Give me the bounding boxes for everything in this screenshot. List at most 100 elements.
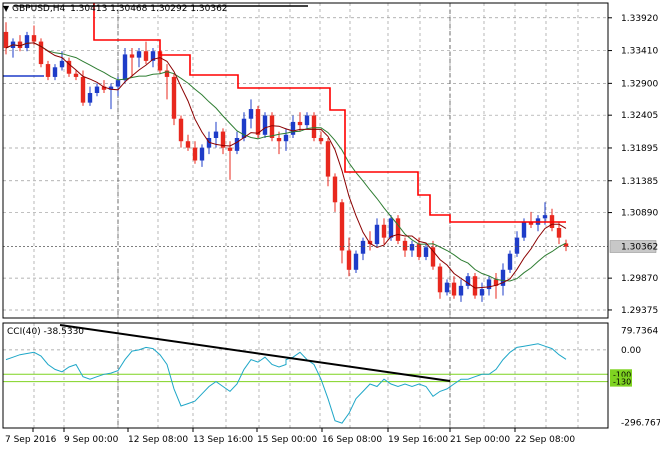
candle-body	[45, 64, 51, 77]
ohlc-values: 1.30413 1.30468 1.30292 1.30362	[70, 4, 228, 14]
candle-body	[388, 218, 394, 238]
cci-tick-label: -296.7672	[621, 418, 660, 428]
candle-body	[157, 51, 163, 71]
candle-body	[213, 131, 219, 138]
price-series	[3, 3, 608, 302]
candle-body	[94, 86, 100, 93]
candle-body	[556, 228, 562, 238]
candle-body	[395, 218, 401, 241]
candle-body	[472, 276, 478, 296]
candle-body	[444, 282, 450, 293]
candle-body	[171, 76, 177, 119]
candle-body	[87, 93, 93, 103]
price-tick-label: 1.33920	[621, 14, 658, 24]
candle-body	[339, 202, 345, 251]
time-axis-label: 15 Sep 00:00	[257, 435, 317, 445]
candle-body	[143, 51, 149, 61]
candle-body	[423, 247, 429, 257]
candle-body	[248, 109, 254, 119]
candle-body	[381, 224, 387, 238]
candle-body	[465, 276, 471, 286]
candle-body	[311, 115, 317, 138]
green-moving-average	[5, 42, 567, 282]
candle-body	[346, 250, 352, 270]
candle-body	[500, 269, 506, 286]
candle-body	[220, 131, 226, 148]
candle-body	[451, 282, 457, 296]
candle-body	[199, 147, 205, 161]
candle-body	[374, 224, 380, 245]
candle-body	[108, 86, 114, 90]
candle-body	[367, 240, 373, 245]
price-tick-label: 1.32405	[621, 111, 658, 121]
candle-body	[304, 115, 310, 126]
candle-body	[514, 237, 520, 254]
candle-body	[241, 118, 247, 138]
cci-tick-label: 0.00	[621, 346, 641, 356]
candle-body	[360, 240, 366, 254]
cci-tick-label: 79.7364	[621, 326, 658, 336]
cci-panel-frame	[2, 322, 609, 429]
candle-body	[458, 285, 464, 296]
candle-body	[150, 51, 156, 61]
time-axis-label: 13 Sep 16:00	[193, 435, 253, 445]
current-price-box	[609, 240, 657, 253]
cci-tick-label: -130	[613, 378, 631, 387]
candle-body	[66, 60, 72, 74]
candle-body	[115, 80, 121, 87]
candle-body	[164, 70, 170, 77]
candle-body	[318, 138, 324, 142]
main-panel-frame	[2, 2, 609, 319]
cci-series	[5, 324, 567, 424]
candle-body	[234, 138, 240, 151]
candle-body	[17, 41, 23, 48]
price-tick-label: 1.33410	[621, 47, 658, 57]
candle-body	[136, 51, 142, 58]
price-tick-label: 1.31385	[621, 177, 658, 187]
candle-body	[507, 253, 513, 270]
candle-body	[269, 115, 275, 138]
candle-body	[31, 35, 37, 42]
candle-body	[332, 176, 338, 203]
time-axis-label: 19 Sep 16:00	[388, 435, 448, 445]
cci-level-box	[610, 369, 632, 380]
candle-body	[262, 115, 268, 135]
candle-body	[255, 109, 261, 135]
candle-body	[290, 121, 296, 135]
cci-level-box	[610, 376, 632, 387]
candle-body	[59, 60, 65, 68]
candle-body	[178, 118, 184, 142]
price-tick-label: 1.31895	[621, 144, 658, 154]
time-axis-label: 21 Sep 00:00	[450, 435, 510, 445]
candle-body	[521, 221, 527, 238]
candle-body	[73, 73, 79, 77]
candle-body	[542, 215, 548, 219]
candle-body	[409, 244, 415, 251]
candle-body	[437, 266, 443, 293]
cci-trendline	[59, 324, 451, 382]
price-tick-label: 1.32900	[621, 79, 658, 89]
candle-body	[3, 31, 9, 48]
dropdown-triangle-icon[interactable]: ▼	[3, 4, 10, 13]
main-grid	[3, 3, 608, 318]
price-tick-label: 1.30890	[621, 209, 658, 219]
candle-body	[52, 67, 58, 77]
candle-body	[122, 54, 128, 81]
cci-line	[5, 343, 567, 424]
cci-tick-label: -100	[613, 370, 631, 379]
candle-body	[192, 147, 198, 161]
candle-body	[283, 134, 289, 142]
candle-body	[185, 141, 191, 148]
cci-header: CCI(40) -38.5330	[7, 327, 84, 337]
candle-body	[129, 54, 135, 58]
maroon-moving-average	[5, 42, 567, 289]
symbol-label: GBPUSD,H4	[12, 4, 66, 14]
candle-body	[563, 243, 569, 247]
candle-body	[528, 221, 534, 225]
time-axis-label: 9 Sep 00:00	[64, 435, 119, 445]
time-axis-label: 16 Sep 08:00	[322, 435, 382, 445]
candle-body	[416, 244, 422, 257]
candle-body	[24, 35, 30, 48]
